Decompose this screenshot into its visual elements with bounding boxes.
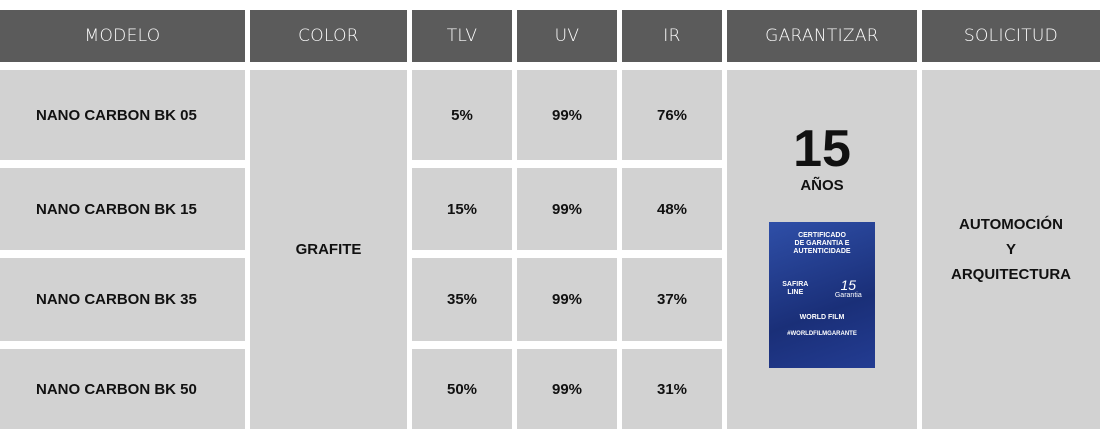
brand-text: SAFIRA [782, 281, 808, 289]
model-cell: NANO CARBON BK 35 [0, 258, 245, 341]
header-cell: SOLICITUD [922, 10, 1100, 62]
cert-title: AUTENTICIDADE [793, 248, 850, 256]
application-text: Y [1006, 237, 1016, 262]
header-cell: GARANTIZAR [727, 10, 917, 62]
value-cell: 48% [622, 168, 722, 250]
badge-text: Garantia [835, 292, 862, 300]
value-cell: 99% [517, 70, 617, 160]
value-cell: 37% [622, 258, 722, 341]
application-text: AUTOMOCIÓN [959, 212, 1063, 237]
page: MODELO COLOR TLV UV IR GARANTIZAR SOLICI… [0, 0, 1105, 430]
header-cell: COLOR [250, 10, 407, 62]
brand-text: LINE [787, 289, 803, 297]
value-cell: 31% [622, 349, 722, 429]
header-cell: TLV [412, 10, 512, 62]
brand: SAFIRA LINE [782, 281, 808, 297]
header-cell: MODELO [0, 10, 245, 62]
cert-logos: SAFIRA LINE 15 Garantia [769, 278, 875, 300]
value-cell: 35% [412, 258, 512, 341]
header-cell: UV [517, 10, 617, 62]
badge-number: 15 [841, 278, 857, 292]
cert-title: DE GARANTIA E [795, 240, 850, 248]
warranty-years: 15 [793, 121, 851, 177]
value-cell: 5% [412, 70, 512, 160]
application-text: ARQUITECTURA [951, 262, 1071, 287]
value-cell: 76% [622, 70, 722, 160]
cert-title: CERTIFICADO [798, 232, 846, 240]
value-cell: 50% [412, 349, 512, 429]
cert-maker: WORLD FILM [800, 314, 845, 322]
value-cell: 99% [517, 258, 617, 341]
model-cell: NANO CARBON BK 15 [0, 168, 245, 250]
value-cell: 99% [517, 168, 617, 250]
value-cell: 99% [517, 349, 617, 429]
certificate: CERTIFICADO DE GARANTIA E AUTENTICIDADE … [769, 222, 875, 368]
color-cell: GRAFITE [250, 70, 407, 429]
model-cell: NANO CARBON BK 05 [0, 70, 245, 160]
warranty-unit: AÑOS [800, 177, 843, 194]
badge: 15 Garantia [835, 278, 862, 300]
warranty-cell: 15 AÑOS CERTIFICADO DE GARANTIA E AUTENT… [727, 70, 917, 429]
cert-hashtag: #WORLDFILMGARANTE [787, 330, 857, 338]
value-cell: 15% [412, 168, 512, 250]
header-cell: IR [622, 10, 722, 62]
model-cell: NANO CARBON BK 50 [0, 349, 245, 429]
spec-table: MODELO COLOR TLV UV IR GARANTIZAR SOLICI… [0, 10, 1100, 429]
application-cell: AUTOMOCIÓN Y ARQUITECTURA [922, 70, 1100, 429]
